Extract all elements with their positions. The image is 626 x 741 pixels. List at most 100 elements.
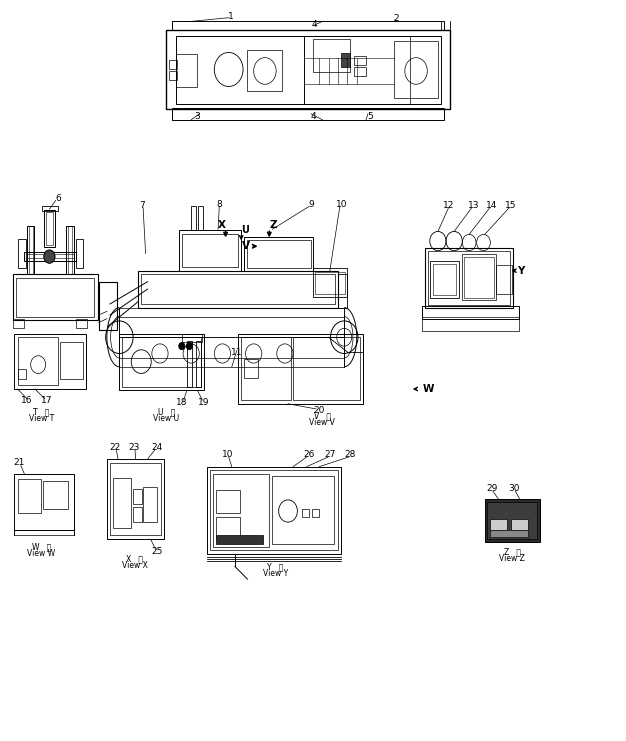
Bar (178, 230, 241, 270)
Bar (18, 337, 58, 385)
Bar (213, 474, 269, 547)
Text: 15: 15 (505, 201, 516, 210)
Text: 18: 18 (176, 398, 188, 407)
Text: 30: 30 (508, 485, 520, 494)
Text: 6: 6 (55, 193, 61, 203)
Text: 25: 25 (151, 547, 163, 556)
Text: 8: 8 (217, 199, 222, 208)
Bar (216, 536, 263, 545)
Text: 10: 10 (336, 199, 347, 208)
Bar (198, 206, 203, 230)
Bar (238, 333, 363, 404)
Bar (14, 474, 74, 530)
Text: 4: 4 (312, 20, 317, 29)
Text: Z   视: Z 视 (504, 547, 521, 556)
Bar (312, 509, 319, 517)
Bar (13, 274, 98, 320)
Text: 11: 11 (231, 348, 242, 357)
Text: 19: 19 (198, 398, 210, 407)
Circle shape (178, 342, 185, 350)
Bar (461, 254, 496, 300)
Text: 12: 12 (443, 201, 454, 210)
Bar (44, 210, 55, 247)
Text: View U: View U (153, 414, 179, 423)
Text: 16: 16 (21, 396, 33, 405)
Bar (18, 239, 26, 268)
Bar (172, 108, 444, 120)
Bar (46, 212, 53, 245)
Bar (394, 41, 438, 99)
Bar (172, 21, 444, 30)
Bar (490, 519, 507, 530)
Bar (244, 237, 313, 270)
Text: View V: View V (309, 418, 336, 427)
Bar (66, 226, 74, 274)
Bar (143, 487, 157, 522)
Bar (76, 239, 83, 268)
Bar (423, 317, 519, 331)
Text: T   视: T 视 (33, 408, 49, 416)
Bar (182, 233, 238, 267)
Bar (216, 491, 240, 513)
Text: 10: 10 (222, 451, 233, 459)
Bar (496, 265, 511, 294)
Bar (354, 56, 366, 65)
Bar (182, 333, 202, 342)
Text: V: V (242, 242, 250, 251)
Bar (247, 50, 282, 91)
Text: Y   视: Y 视 (267, 562, 284, 571)
Text: X: X (218, 220, 226, 230)
Text: View Y: View Y (263, 568, 288, 578)
Bar (302, 509, 309, 517)
Bar (304, 36, 410, 104)
Bar (107, 459, 165, 539)
Text: 13: 13 (468, 201, 480, 210)
Text: 28: 28 (345, 451, 356, 459)
Bar (13, 319, 24, 328)
Bar (487, 502, 537, 539)
Text: 3: 3 (195, 112, 200, 121)
Bar (341, 53, 351, 67)
Bar (16, 278, 95, 317)
Text: 24: 24 (151, 443, 163, 452)
Text: 9: 9 (308, 199, 314, 208)
Bar (60, 342, 83, 379)
Bar (244, 359, 258, 378)
Bar (315, 272, 346, 294)
Text: 5: 5 (367, 112, 372, 121)
Text: View X: View X (122, 561, 148, 571)
Text: 23: 23 (129, 443, 140, 452)
Bar (68, 226, 72, 274)
Text: W   视: W 视 (32, 542, 51, 552)
Bar (187, 341, 192, 387)
Bar (313, 268, 347, 296)
Text: 29: 29 (486, 485, 497, 494)
Text: 1: 1 (228, 12, 233, 21)
Text: Y: Y (516, 266, 524, 276)
Bar (120, 337, 344, 367)
Bar (293, 337, 360, 400)
Bar (170, 71, 177, 80)
Bar (133, 508, 142, 522)
Text: U   视: U 视 (158, 408, 175, 416)
Bar (133, 489, 142, 504)
Bar (464, 257, 493, 298)
Bar (110, 463, 162, 536)
Bar (24, 252, 76, 261)
Text: 2: 2 (393, 14, 399, 23)
Bar (511, 519, 528, 530)
Text: 22: 22 (110, 443, 121, 452)
Bar (354, 67, 366, 76)
Bar (14, 333, 86, 389)
Bar (27, 226, 34, 274)
Bar (29, 226, 33, 274)
Text: View W: View W (28, 549, 55, 559)
Text: 20: 20 (313, 406, 324, 415)
Bar (141, 274, 335, 304)
Text: X   视: X 视 (126, 554, 143, 564)
Bar (247, 240, 310, 268)
Bar (170, 60, 177, 69)
Text: 4: 4 (310, 112, 316, 121)
Bar (313, 39, 351, 73)
Bar (42, 205, 58, 211)
